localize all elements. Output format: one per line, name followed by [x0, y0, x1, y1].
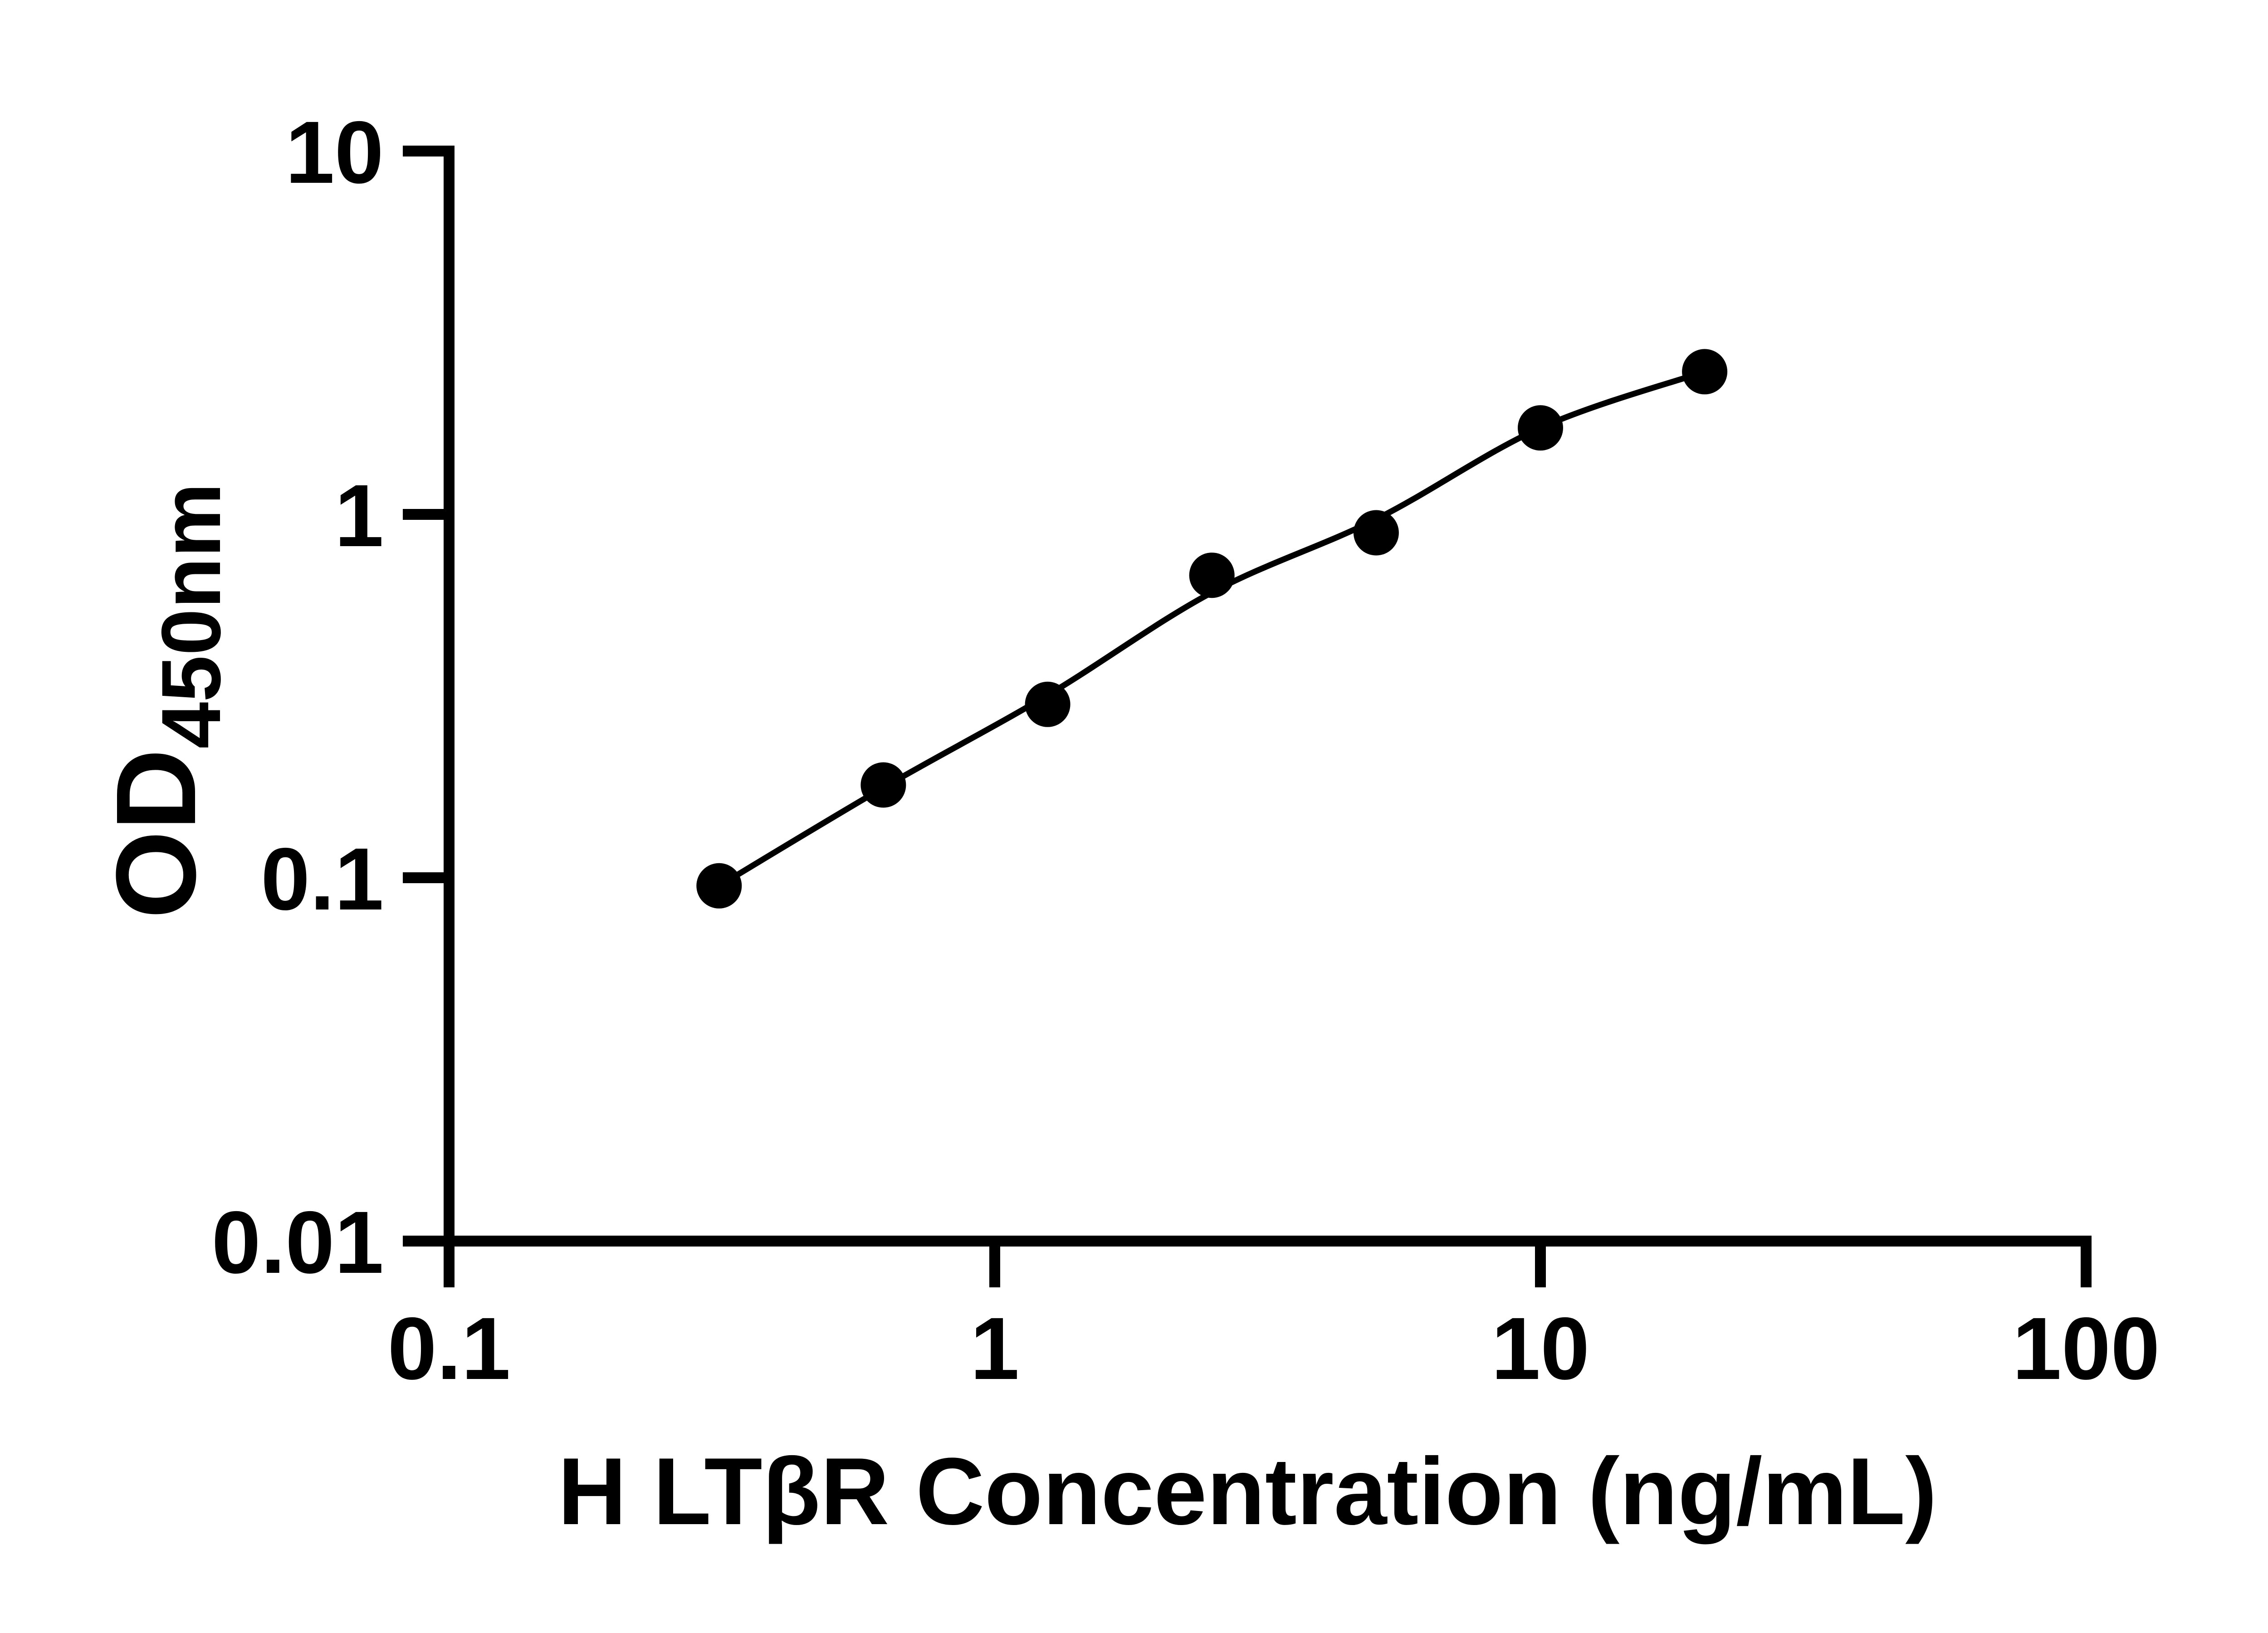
x-axis-tick-labels: 0.1 1 10 100 — [387, 1299, 2160, 1398]
y-axis-tick-labels: 10 1 0.1 0.01 — [211, 103, 384, 1292]
x-tick-label: 10 — [1491, 1299, 1590, 1398]
x-axis-title: H LTβR Concentration (ng/mL) — [558, 1438, 1937, 1545]
y-tick-label: 0.01 — [211, 1193, 384, 1292]
y-axis-title: OD450nm — [93, 483, 238, 919]
x-tick-label: 100 — [2012, 1299, 2160, 1398]
x-tick-label: 0.1 — [387, 1299, 510, 1398]
axes — [444, 146, 2092, 1247]
y-tick-label: 1 — [335, 466, 384, 565]
y-axis-title-subscript: 450nm — [145, 483, 238, 748]
x-tick-label: 1 — [970, 1299, 1019, 1398]
fit-curve — [716, 368, 1708, 889]
y-tick-label: 0.1 — [261, 830, 384, 929]
data-point-marker — [1518, 405, 1563, 451]
data-point-marker — [1682, 349, 1728, 395]
data-point-marker — [696, 863, 742, 909]
axis-frame — [444, 146, 2092, 1247]
data-points — [696, 349, 1728, 909]
y-axis-title-main: OD — [93, 749, 219, 919]
fit-curve-path — [716, 368, 1708, 889]
data-point-marker — [1189, 552, 1235, 598]
data-point-marker — [1353, 510, 1399, 556]
data-point-marker — [860, 762, 906, 808]
y-axis-ticks — [403, 146, 449, 1247]
data-point-marker — [1025, 681, 1070, 727]
y-tick-label: 10 — [285, 103, 384, 202]
x-axis-ticks — [444, 1241, 2092, 1287]
